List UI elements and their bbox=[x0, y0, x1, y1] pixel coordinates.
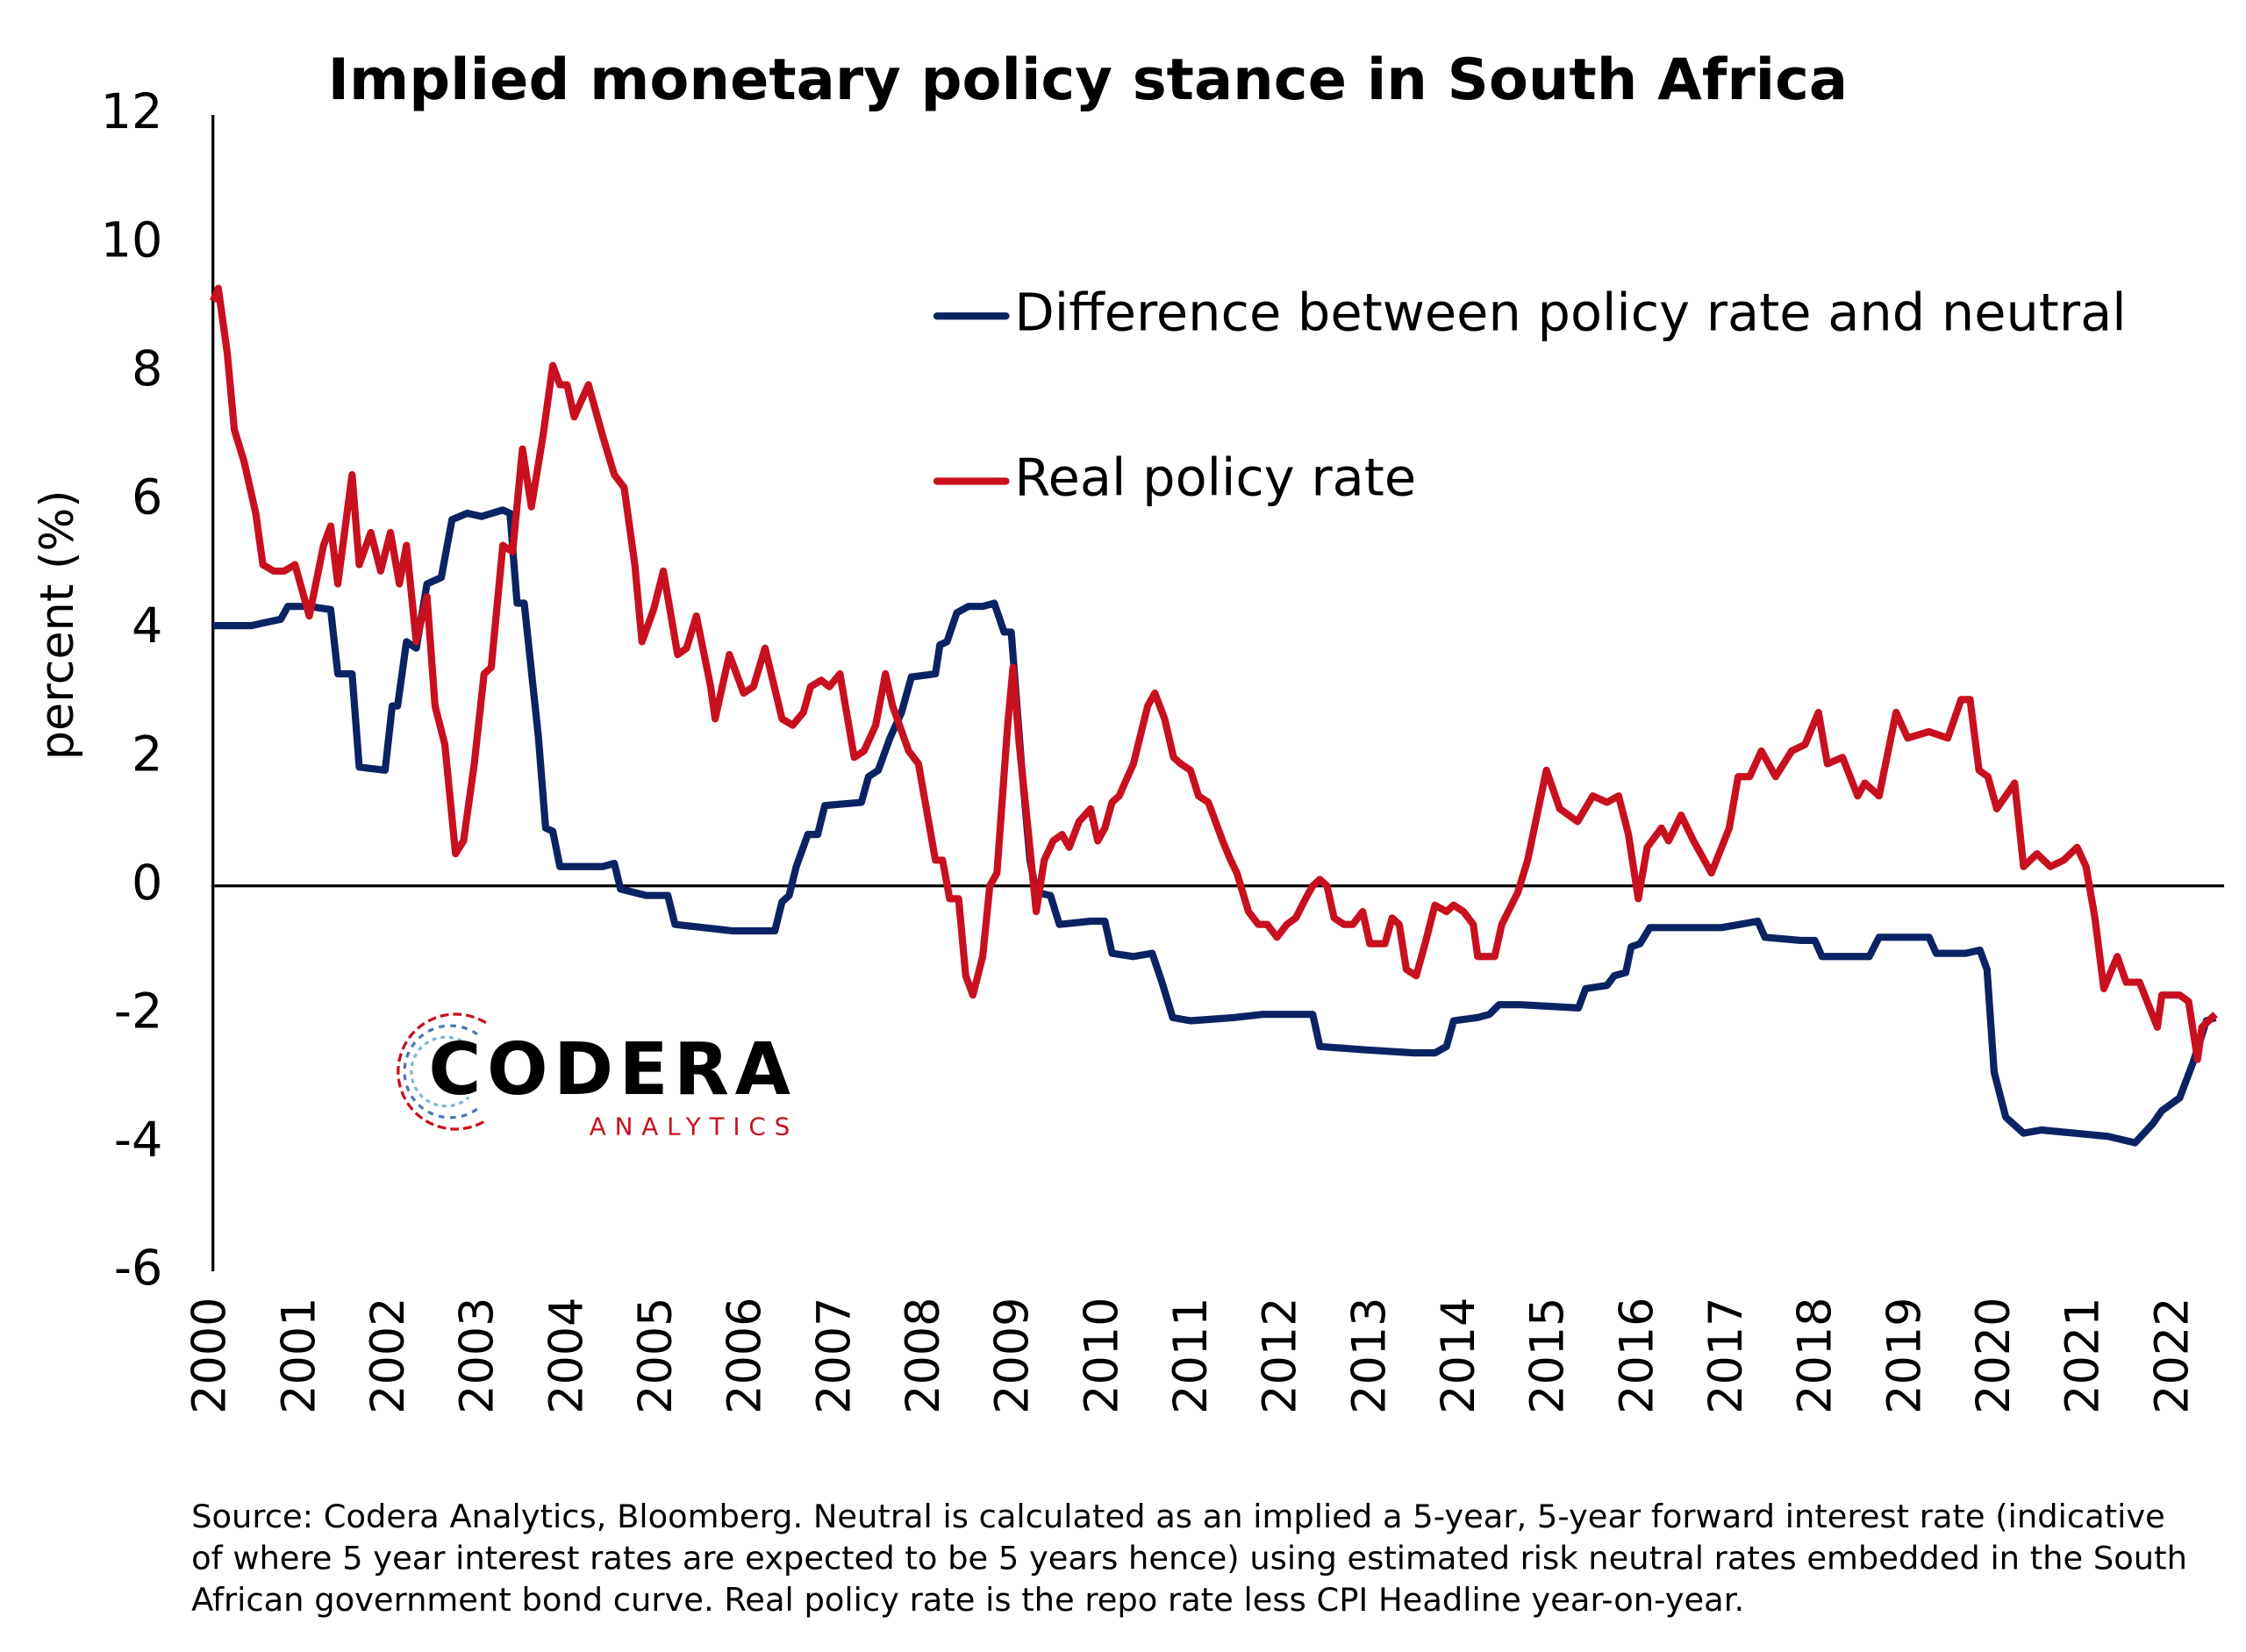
y-tick-label: -4 bbox=[114, 1112, 163, 1169]
x-tick-label: 2010 bbox=[1075, 1298, 1128, 1414]
x-tick-label: 2005 bbox=[629, 1298, 683, 1414]
logo-arc bbox=[397, 1012, 487, 1131]
x-tick-label: 2015 bbox=[1521, 1298, 1575, 1414]
series-line bbox=[209, 284, 2218, 1063]
y-tick-label: 0 bbox=[132, 855, 162, 912]
logo-sub: ANALYTICS bbox=[590, 1112, 798, 1141]
x-tick-label: 2001 bbox=[272, 1298, 325, 1414]
x-tick-label: 2021 bbox=[2056, 1298, 2110, 1414]
x-tick-label: 2014 bbox=[1432, 1298, 1485, 1414]
legend-label: Difference between policy rate and neutr… bbox=[1014, 282, 2126, 342]
x-tick-label: 2000 bbox=[183, 1298, 237, 1414]
y-tick-label: 8 bbox=[132, 340, 162, 397]
x-tick-label: 2004 bbox=[540, 1298, 593, 1414]
x-tick-label: 2022 bbox=[2145, 1298, 2199, 1414]
chart-title: Implied monetary policy stance in South … bbox=[328, 46, 1848, 113]
y-tick-label: 2 bbox=[132, 726, 162, 783]
logo: CODERA ANALYTICS bbox=[397, 1012, 798, 1141]
x-tick-label: 2019 bbox=[1878, 1298, 1931, 1414]
source-note: of where 5 year interest rates are expec… bbox=[191, 1540, 2187, 1577]
x-tick-label: 2013 bbox=[1342, 1298, 1396, 1414]
y-tick-label: 4 bbox=[132, 597, 162, 654]
x-tick-label: 2018 bbox=[1789, 1298, 1842, 1414]
logo-name: CODERA bbox=[428, 1028, 796, 1112]
x-tick-label: 2003 bbox=[451, 1298, 504, 1414]
x-tick-label: 2016 bbox=[1610, 1298, 1663, 1414]
x-tick-label: 2007 bbox=[807, 1298, 861, 1414]
logo-arc bbox=[410, 1035, 470, 1108]
x-tick-label: 2017 bbox=[1699, 1298, 1753, 1414]
x-tick-label: 2012 bbox=[1254, 1298, 1307, 1414]
source-note: African government bond curve. Real poli… bbox=[191, 1581, 1744, 1619]
x-tick-label: 2002 bbox=[361, 1298, 415, 1414]
y-axis-label: percent (%) bbox=[31, 490, 84, 760]
source-note: Source: Codera Analytics, Bloomberg. Neu… bbox=[191, 1498, 2165, 1535]
x-tick-label: 2020 bbox=[1967, 1298, 2021, 1414]
y-tick-label: 10 bbox=[101, 212, 163, 269]
x-tick-label: 2011 bbox=[1164, 1298, 1218, 1414]
x-tick-label: 2006 bbox=[719, 1298, 772, 1414]
y-tick-label: -6 bbox=[114, 1240, 163, 1297]
y-tick-label: -2 bbox=[114, 983, 163, 1040]
y-tick-label: 6 bbox=[132, 468, 162, 526]
x-tick-label: 2009 bbox=[986, 1298, 1040, 1414]
x-tick-label: 2008 bbox=[897, 1298, 950, 1414]
y-tick-label: 12 bbox=[101, 83, 163, 140]
legend-label: Real policy rate bbox=[1014, 447, 1416, 508]
